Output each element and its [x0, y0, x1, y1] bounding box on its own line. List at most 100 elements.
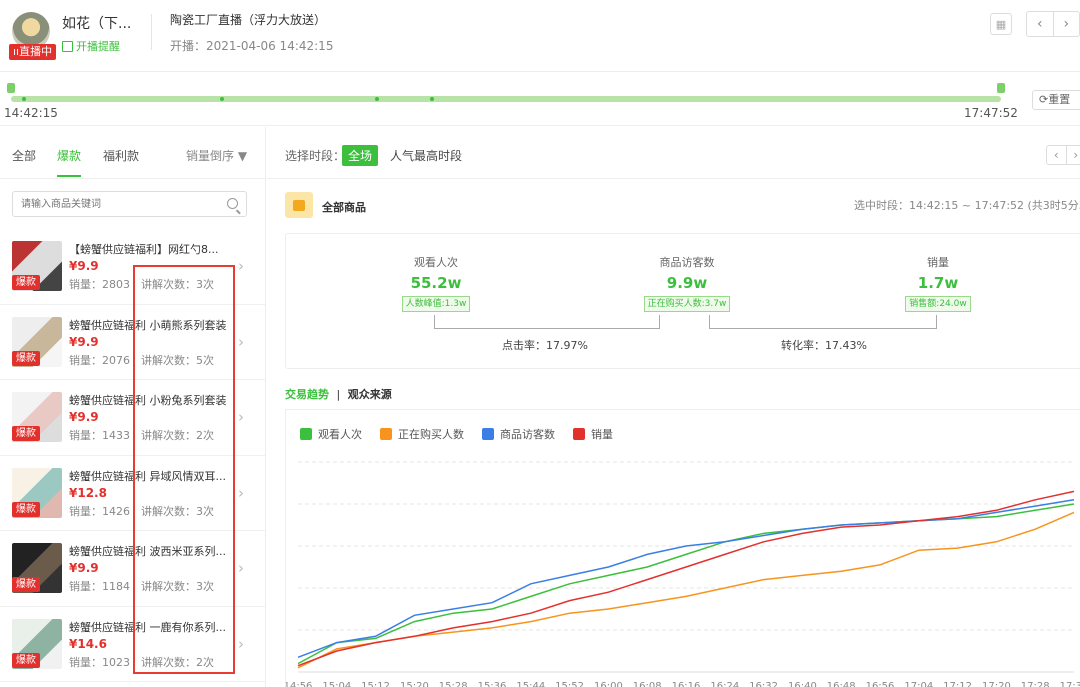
stat-label: 观看人次 [414, 256, 458, 269]
analytics-panel: 选择时段： 全场 人气最高时段 ‹ › 全部商品 选中时段：14:42:15 ~… [267, 127, 1080, 687]
hot-tag: 爆款 [12, 275, 40, 290]
room-title: 陶瓷工厂直播（浮力大放送） [170, 13, 327, 27]
timeline-track[interactable] [11, 96, 1001, 102]
live-icon: ıı [13, 45, 20, 58]
product-title: 螃蟹供应链福利 异域风情双耳... [69, 469, 226, 483]
legend-swatch [482, 428, 494, 440]
x-tick-label: 16:08 [633, 681, 662, 687]
chevron-right-icon[interactable]: › [238, 559, 244, 577]
timeline: 14:42:15 17:47:52 ⟳重置 [0, 72, 1080, 126]
product-price: ¥9.9 [69, 259, 99, 273]
product-title: 【螃蟹供应链福利】网红勺8... [69, 243, 219, 256]
tab-trade-trend[interactable]: 交易趋势 [285, 388, 329, 401]
start-time: 开播：2021-04-06 14:42:15 [170, 39, 334, 53]
anchor-avatar[interactable] [12, 12, 50, 50]
product-item[interactable]: 爆款 螃蟹供应链福利 小萌熊系列套装 ¥9.9 销量：2076 讲解次数：5次 … [0, 305, 266, 380]
hot-tag: 爆款 [12, 577, 40, 592]
period-all-button[interactable]: 全场 [342, 145, 379, 166]
all-goods-title: 全部商品 [322, 201, 366, 214]
timeline-start-handle[interactable] [7, 83, 15, 93]
tab-audience-source[interactable]: 观众来源 [347, 388, 392, 401]
tab-hot[interactable]: 爆款 [57, 149, 82, 163]
x-tick-label: 15:52 [555, 681, 584, 687]
period-nav: ‹ › [1046, 145, 1080, 165]
sort-dropdown[interactable]: 销量倒序 ▼ [186, 149, 248, 163]
timeline-end-handle[interactable] [997, 83, 1005, 93]
tab-all[interactable]: 全部 [12, 149, 37, 163]
timeline-marker[interactable] [22, 97, 26, 101]
stat-sub-badge: 正在购买人数:3.7w [643, 296, 731, 312]
explain-count: 讲解次数：3次 [141, 504, 214, 518]
anchor-name[interactable]: 如花（下... [62, 16, 132, 32]
product-price: ¥9.9 [69, 561, 99, 575]
legend-swatch [573, 428, 585, 440]
legend-label: 销量 [591, 428, 613, 441]
x-tick-label: 15:12 [361, 681, 390, 687]
stat-sales: 销量 1.7w 销售额:24.0w [878, 254, 998, 312]
legend-item[interactable]: 正在购买人数 [380, 426, 464, 442]
calendar-icon: ▦ [995, 17, 1007, 31]
period-peak-button[interactable]: 人气最高时段 [390, 149, 463, 163]
x-tick-label: 16:00 [594, 681, 623, 687]
divider [151, 14, 152, 50]
prev-arrow-icon[interactable]: ‹ [1047, 146, 1067, 164]
product-sales: 销量：1426 [69, 504, 130, 518]
stat-value: 55.2w [410, 274, 462, 292]
product-list: 爆款 【螃蟹供应链福利】网红勺8... ¥9.9 销量：2803 讲解次数：3次… [0, 229, 266, 682]
series-line[interactable] [297, 499, 1075, 659]
product-title: 螃蟹供应链福利 小萌熊系列套装 [69, 318, 227, 332]
prev-arrow-icon[interactable]: ‹ [1027, 12, 1054, 36]
timeline-marker[interactable] [220, 97, 224, 101]
click-rate-connector [434, 315, 660, 329]
stat-value: 1.7w [917, 274, 959, 292]
product-price: ¥14.6 [69, 636, 107, 651]
timeline-start-time: 14:42:15 [4, 106, 58, 120]
highlight-annotation-box [133, 265, 235, 674]
series-line[interactable] [297, 511, 1075, 669]
divider [267, 178, 1080, 179]
product-sales: 销量：2803 [69, 278, 130, 291]
tab-welfare[interactable]: 福利款 [103, 149, 140, 163]
chevron-right-icon[interactable]: › [238, 408, 244, 426]
explain-count: 讲解次数：5次 [141, 353, 214, 367]
legend-item[interactable]: 观看人次 [300, 426, 362, 442]
product-item[interactable]: 爆款 螃蟹供应链福利 一鹿有你系列... ¥14.6 销量：1023 讲解次数：… [0, 607, 266, 682]
calendar-button[interactable]: ▦ [990, 13, 1012, 35]
legend-item[interactable]: 销量 [573, 426, 613, 442]
legend-item[interactable]: 商品访客数 [482, 426, 555, 442]
timeline-marker[interactable] [430, 97, 434, 101]
stats-card: 观看人次 55.2w 人数峰值:1.3w 商品访客数 9.9w 正在购买人数:3… [285, 233, 1080, 369]
chevron-right-icon[interactable]: › [238, 483, 244, 502]
product-sales: 销量：1184 [69, 580, 130, 593]
search-box [12, 191, 247, 217]
x-tick-label: 16:48 [827, 681, 856, 687]
next-arrow-icon[interactable]: › [1063, 16, 1070, 32]
legend-swatch [300, 428, 312, 440]
calendar-icon [62, 40, 73, 52]
x-tick-label: 17:12 [943, 681, 972, 687]
chevron-right-icon[interactable]: › [238, 332, 244, 351]
product-item[interactable]: 爆款 螃蟹供应链福利 波西米亚系列... ¥9.9 销量：1184 讲解次数：3… [0, 531, 266, 607]
tab-separator: | [336, 388, 341, 401]
timeline-marker[interactable] [375, 97, 379, 101]
chevron-right-icon[interactable]: › [238, 634, 244, 653]
x-tick-label: 17:36 [1060, 681, 1080, 687]
legend-label: 观看人次 [318, 428, 362, 441]
explain-count: 讲解次数：3次 [141, 278, 214, 291]
product-item[interactable]: 爆款 【螃蟹供应链福利】网红勺8... ¥9.9 销量：2803 讲解次数：3次… [0, 229, 266, 305]
product-item[interactable]: 爆款 螃蟹供应链福利 异域风情双耳... ¥12.8 销量：1426 讲解次数：… [0, 456, 266, 531]
product-item[interactable]: 爆款 螃蟹供应链福利 小粉兔系列套装 ¥9.9 销量：1433 讲解次数：2次 … [0, 380, 266, 456]
legend-swatch [380, 428, 392, 440]
reset-button[interactable]: ⟳重置 [1032, 90, 1080, 110]
start-remind-button[interactable]: 开播提醒 [62, 38, 120, 54]
series-line[interactable] [297, 503, 1075, 665]
chevron-right-icon[interactable]: › [238, 257, 244, 275]
series-line[interactable] [297, 490, 1075, 667]
next-arrow-icon[interactable]: › [1073, 148, 1079, 162]
search-input[interactable] [13, 192, 213, 216]
search-icon[interactable] [227, 198, 238, 209]
hot-tag: 爆款 [12, 426, 40, 441]
product-price: ¥9.9 [69, 334, 99, 349]
product-tabs: 全部 爆款 福利款 销量倒序 ▼ [0, 127, 265, 179]
x-tick-label: 15:36 [478, 681, 507, 687]
